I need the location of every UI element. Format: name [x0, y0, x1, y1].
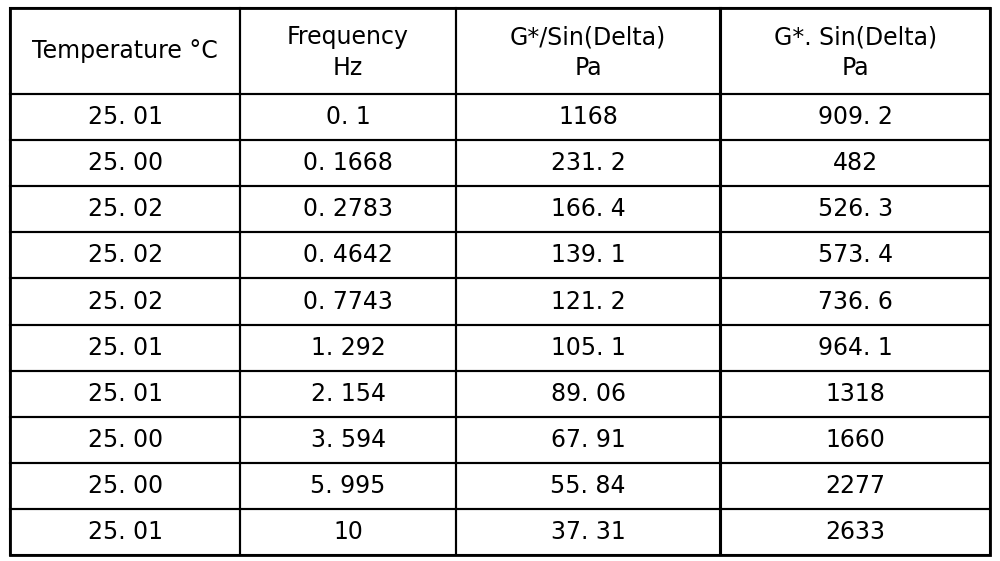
Text: 25. 00: 25. 00	[88, 428, 163, 452]
Text: 25. 02: 25. 02	[88, 197, 163, 221]
Bar	[10, 371, 240, 417]
Text: 2. 154: 2. 154	[311, 382, 386, 406]
Text: 25. 02: 25. 02	[88, 289, 163, 314]
Bar	[720, 8, 990, 94]
Text: 25. 02: 25. 02	[88, 243, 163, 268]
Bar	[10, 8, 240, 94]
Bar	[720, 417, 990, 463]
Text: 25. 01: 25. 01	[88, 105, 163, 129]
Text: 25. 00: 25. 00	[88, 151, 163, 175]
Bar	[240, 8, 456, 94]
Text: G*/Sin(Delta): G*/Sin(Delta)	[510, 25, 666, 49]
Text: 55. 84: 55. 84	[550, 474, 626, 498]
Text: 0. 2783: 0. 2783	[303, 197, 393, 221]
Bar	[240, 417, 456, 463]
Bar	[720, 232, 990, 278]
Bar	[720, 371, 990, 417]
Bar	[720, 140, 990, 186]
Bar	[10, 186, 240, 232]
Text: Hz: Hz	[333, 56, 363, 80]
Text: 121. 2: 121. 2	[551, 289, 626, 314]
Text: 2633: 2633	[825, 520, 885, 544]
Bar	[456, 417, 720, 463]
Text: 25. 01: 25. 01	[88, 520, 163, 544]
Text: 5. 995: 5. 995	[310, 474, 386, 498]
Bar	[456, 232, 720, 278]
Bar	[456, 371, 720, 417]
Bar	[10, 140, 240, 186]
Text: Frequency: Frequency	[287, 25, 409, 49]
Bar	[240, 232, 456, 278]
Text: G*. Sin(Delta): G*. Sin(Delta)	[774, 25, 937, 49]
Bar	[456, 140, 720, 186]
Text: 0. 1: 0. 1	[326, 105, 370, 129]
Text: Pa: Pa	[841, 56, 869, 80]
Bar	[10, 463, 240, 509]
Text: 526. 3: 526. 3	[818, 197, 893, 221]
Bar	[456, 509, 720, 555]
Text: 964. 1: 964. 1	[818, 335, 893, 360]
Text: 482: 482	[833, 151, 878, 175]
Text: 166. 4: 166. 4	[551, 197, 626, 221]
Text: 25. 01: 25. 01	[88, 382, 163, 406]
Bar	[10, 278, 240, 325]
Bar	[456, 325, 720, 371]
Bar	[456, 463, 720, 509]
Bar	[720, 94, 990, 140]
Text: 37. 31: 37. 31	[551, 520, 626, 544]
Bar	[240, 94, 456, 140]
Bar	[10, 509, 240, 555]
Bar	[720, 325, 990, 371]
Text: 736. 6: 736. 6	[818, 289, 893, 314]
Bar	[240, 325, 456, 371]
Text: 25. 00: 25. 00	[88, 474, 163, 498]
Bar	[10, 232, 240, 278]
Bar	[240, 371, 456, 417]
Text: 231. 2: 231. 2	[551, 151, 626, 175]
Bar	[240, 509, 456, 555]
Text: 1660: 1660	[825, 428, 885, 452]
Text: 0. 1668: 0. 1668	[303, 151, 393, 175]
Bar	[240, 186, 456, 232]
Bar	[456, 278, 720, 325]
Text: 1168: 1168	[558, 105, 618, 129]
Bar	[720, 278, 990, 325]
Bar	[10, 94, 240, 140]
Bar	[240, 463, 456, 509]
Text: 2277: 2277	[825, 474, 885, 498]
Text: 25. 01: 25. 01	[88, 335, 163, 360]
Text: 10: 10	[333, 520, 363, 544]
Text: 1318: 1318	[825, 382, 885, 406]
Text: 573. 4: 573. 4	[818, 243, 893, 268]
Text: 3. 594: 3. 594	[311, 428, 386, 452]
Bar	[240, 140, 456, 186]
Text: 0. 4642: 0. 4642	[303, 243, 393, 268]
Bar	[456, 8, 720, 94]
Text: 89. 06: 89. 06	[551, 382, 626, 406]
Bar	[456, 186, 720, 232]
Text: Temperature °C: Temperature °C	[32, 39, 218, 63]
Bar	[720, 509, 990, 555]
Text: 105. 1: 105. 1	[551, 335, 626, 360]
Text: 1. 292: 1. 292	[311, 335, 385, 360]
Text: 0. 7743: 0. 7743	[303, 289, 393, 314]
Text: Pa: Pa	[574, 56, 602, 80]
Bar	[456, 94, 720, 140]
Text: 139. 1: 139. 1	[551, 243, 626, 268]
Text: 909. 2: 909. 2	[818, 105, 893, 129]
Bar	[720, 463, 990, 509]
Text: 67. 91: 67. 91	[551, 428, 626, 452]
Bar	[720, 186, 990, 232]
Bar	[10, 325, 240, 371]
Bar	[10, 417, 240, 463]
Bar	[240, 278, 456, 325]
